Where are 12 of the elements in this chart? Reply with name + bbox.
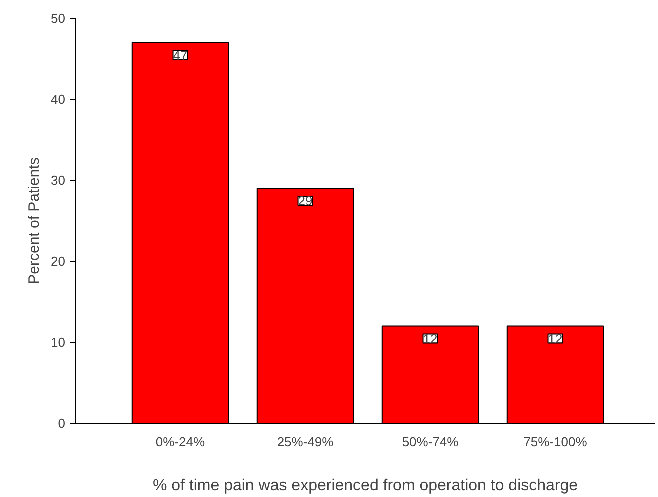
y-tick-label: 50 <box>51 11 66 26</box>
x-tick-label: 75%-100% <box>524 434 588 450</box>
y-tick-label: 10 <box>51 335 66 350</box>
y-tick-label: 20 <box>51 254 66 269</box>
y-tick-label: 0 <box>58 416 66 431</box>
x-tick-label: 0%-24% <box>156 434 206 450</box>
x-tick-label: 25%-49% <box>277 434 334 450</box>
y-tick-label: 40 <box>51 92 66 107</box>
x-tick-label: 50%-74% <box>402 434 460 450</box>
y-axis-title: Percent of Patients <box>26 158 44 284</box>
x-axis-title: % of time pain was experienced from operation to discharge <box>152 478 578 494</box>
y-tick-label: 30 <box>51 173 66 188</box>
